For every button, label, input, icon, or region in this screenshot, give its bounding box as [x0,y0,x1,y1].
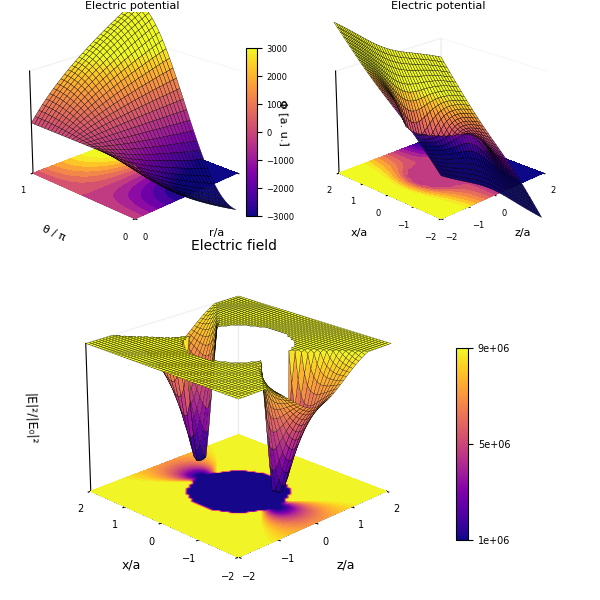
Title: Electric potential: Electric potential [85,1,179,11]
Y-axis label: x/a: x/a [351,229,368,238]
Title: Electric potential: Electric potential [391,1,485,11]
Title: Electric field: Electric field [191,239,277,253]
Y-axis label: x/a: x/a [121,558,140,571]
X-axis label: r/a: r/a [209,229,224,238]
X-axis label: z/a: z/a [514,229,530,238]
Y-axis label: θ / π: θ / π [41,224,67,243]
X-axis label: z/a: z/a [337,558,355,571]
